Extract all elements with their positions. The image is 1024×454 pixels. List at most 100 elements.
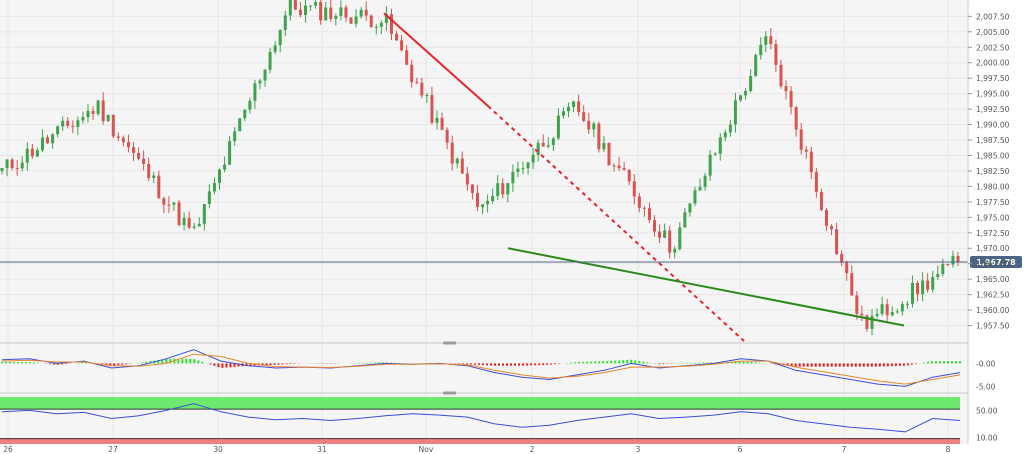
candle-body <box>329 7 333 19</box>
price-tick-label: 1,990.00 <box>976 121 1010 130</box>
candle-body <box>30 148 34 157</box>
candle-body <box>384 14 388 23</box>
candle-body <box>516 168 520 173</box>
price-tick-label: 1,987.50 <box>976 136 1010 145</box>
candle-body <box>936 274 940 278</box>
candle-body <box>116 136 120 138</box>
panel-resize-handle[interactable] <box>443 391 456 395</box>
plot-area <box>0 0 968 444</box>
candle-body <box>541 142 545 147</box>
candle-body <box>228 141 232 165</box>
candle-body <box>71 125 75 127</box>
candle-body <box>496 183 500 197</box>
candle-body <box>440 117 444 130</box>
price-tick-label: 1,960.00 <box>976 306 1010 315</box>
candle-body <box>738 95 742 101</box>
candle-body <box>673 248 677 253</box>
price-tick-label: 1,980.00 <box>976 182 1010 191</box>
candle-body <box>162 198 166 205</box>
candle-body <box>602 142 606 150</box>
candle-body <box>319 2 323 21</box>
macd-signal-line <box>1 353 961 385</box>
candle-body <box>804 149 808 152</box>
time-tick-label: 26 <box>3 445 13 454</box>
candle-body <box>683 212 687 228</box>
panel-resize-handle[interactable] <box>443 341 456 345</box>
rsi-overbought-zone <box>0 397 960 410</box>
candle-body <box>197 223 201 227</box>
trendlines <box>383 12 905 342</box>
candle-body <box>653 220 657 232</box>
candle-body <box>405 50 409 65</box>
candle-body <box>223 164 227 170</box>
candle-body <box>182 217 186 225</box>
current-price-badge <box>970 255 1022 268</box>
candle-body <box>921 280 925 295</box>
candle-body <box>81 117 85 121</box>
candle-body <box>0 167 4 171</box>
price-tick-label: 2,000.00 <box>976 59 1010 68</box>
candle-body <box>349 17 353 24</box>
candle-body <box>612 165 616 167</box>
time-tick-label: 6 <box>738 445 743 454</box>
candle-body <box>946 264 950 266</box>
candle-body <box>430 94 434 123</box>
candle-body <box>106 114 110 122</box>
resistance-trendline <box>383 12 489 107</box>
candle-body <box>870 315 874 329</box>
candle-body <box>374 26 378 28</box>
candle-body <box>511 172 515 184</box>
candle-body <box>147 163 151 178</box>
rsi-tick-label: 10.00 <box>976 433 998 442</box>
price-tick-label: 1,972.50 <box>976 229 1010 238</box>
candle-body <box>172 202 176 205</box>
candle-body <box>324 7 328 21</box>
candle-body <box>445 129 449 143</box>
candle-body <box>622 168 626 170</box>
candle-body <box>212 182 216 192</box>
rsi-tick-label: 50.00 <box>976 406 998 415</box>
price-tick-label: 1,965.00 <box>976 275 1010 284</box>
candle-body <box>10 159 14 169</box>
candle-body <box>567 107 571 112</box>
price-tick-label: 1,967.50 <box>976 260 1010 269</box>
candle-body <box>592 123 596 130</box>
candle-body <box>885 304 889 316</box>
macd-tick-label: -5.00 <box>976 382 996 391</box>
time-tick-label: Nov <box>419 445 434 454</box>
rsi-line <box>1 403 961 433</box>
candle-body <box>835 229 839 255</box>
candle-body <box>526 162 530 169</box>
candle-body <box>288 0 292 16</box>
candle-body <box>926 280 930 290</box>
candle-body <box>506 183 510 195</box>
candle-body <box>536 142 540 155</box>
candle-body <box>799 129 803 150</box>
candle-body <box>465 173 469 185</box>
candle-body <box>678 227 682 249</box>
candle-body <box>91 110 95 114</box>
candle-body <box>253 83 257 101</box>
candle-body <box>293 0 297 10</box>
candle-body <box>121 137 125 143</box>
price-tick-label: 1,957.50 <box>976 322 1010 331</box>
candle-body <box>15 168 19 170</box>
candle-body <box>450 142 454 164</box>
candle-body <box>309 5 313 7</box>
candle-body <box>359 9 363 17</box>
candle-body <box>187 217 191 228</box>
candle-body <box>455 158 459 164</box>
candle-body <box>698 186 702 191</box>
candle-body <box>303 5 307 15</box>
support-trendline <box>507 247 905 327</box>
candle-body <box>395 33 399 41</box>
candle-body <box>35 150 39 157</box>
candle-body <box>66 120 70 126</box>
candle-body <box>941 264 945 275</box>
current-price-line: 1,967.78 <box>0 255 1022 268</box>
candle-body <box>481 204 485 208</box>
price-tick-label: 2,005.00 <box>976 28 1010 37</box>
price-tick-label: 1,997.50 <box>976 74 1010 83</box>
candle-body <box>207 191 211 204</box>
candle-body <box>501 183 505 195</box>
